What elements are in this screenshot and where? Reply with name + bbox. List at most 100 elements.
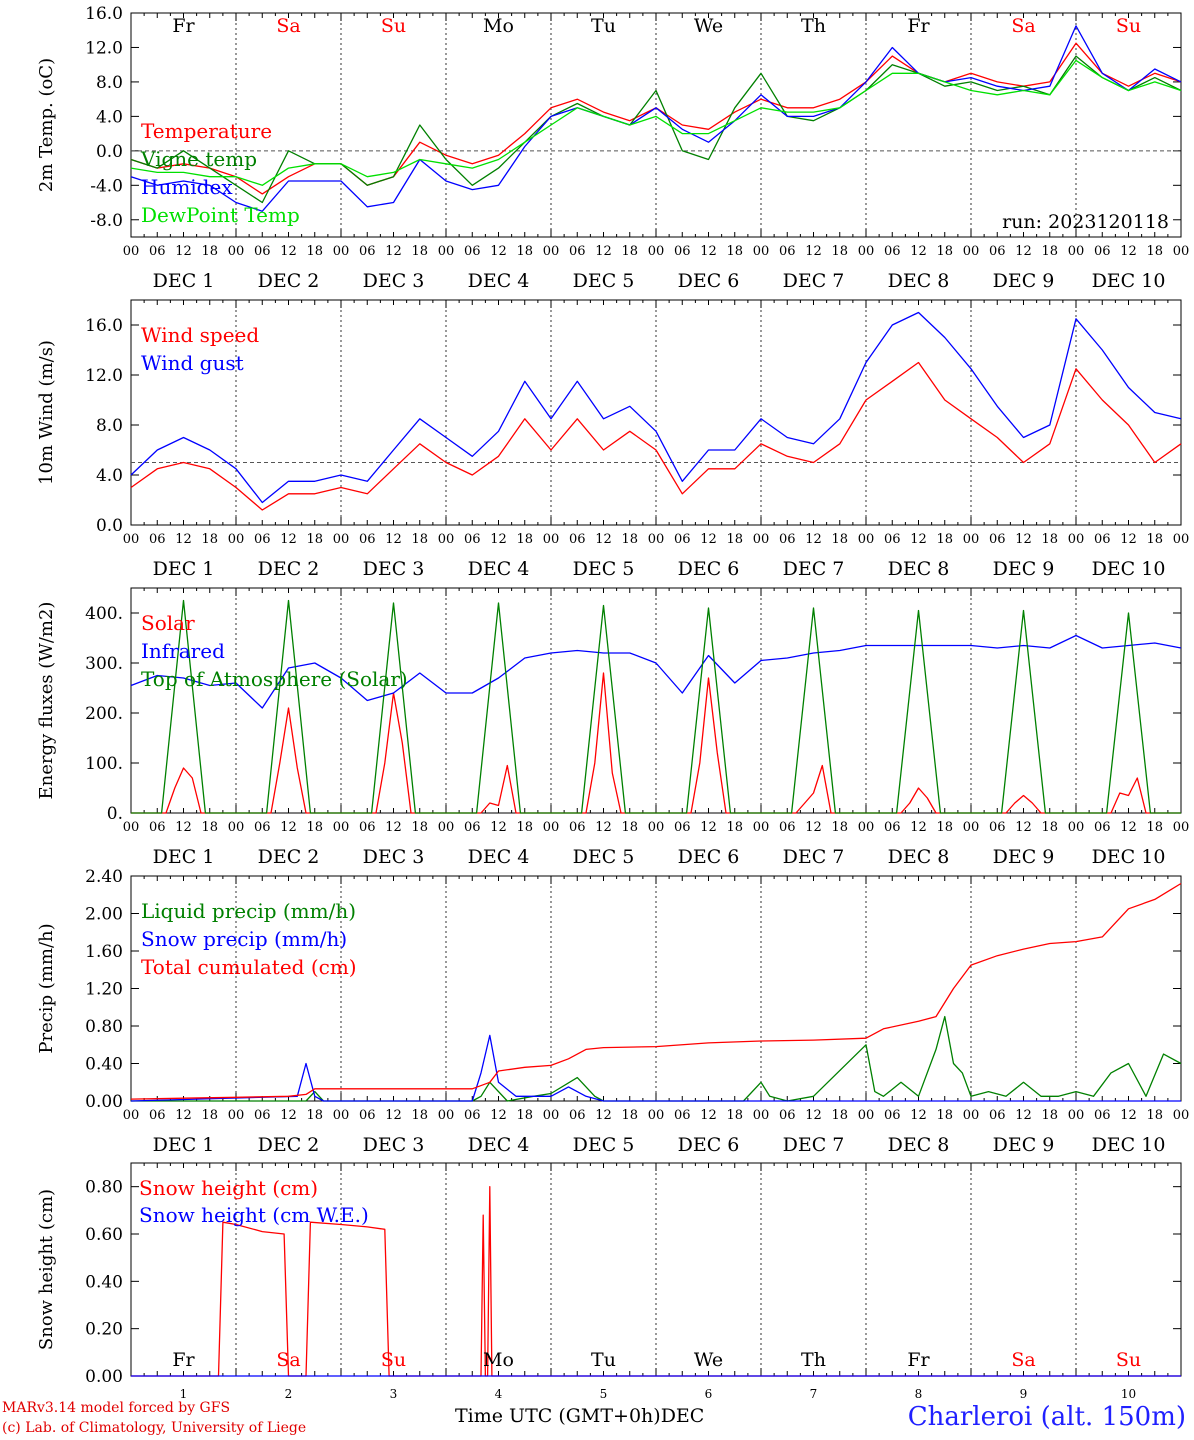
hour-tick-label: 18 — [1146, 244, 1163, 259]
y-tick-label: 0.0 — [96, 516, 123, 536]
date-label: DEC 10 — [1092, 846, 1166, 868]
hour-tick-label: 06 — [779, 532, 796, 547]
hour-tick-label: 12 — [595, 1108, 612, 1123]
date-label: DEC 5 — [573, 846, 635, 868]
hour-tick-label: 00 — [333, 820, 350, 835]
date-label: DEC 2 — [258, 1134, 320, 1156]
hour-tick-label: 18 — [726, 244, 743, 259]
hour-tick-label: 12 — [385, 1108, 402, 1123]
hour-tick-label: 18 — [306, 820, 323, 835]
hour-tick-label: 00 — [963, 532, 980, 547]
y-tick-label: 8.0 — [96, 73, 123, 93]
hour-tick-label: 12 — [910, 1108, 927, 1123]
hour-tick-label: 00 — [333, 1108, 350, 1123]
date-label: DEC 1 — [153, 270, 215, 292]
weekday-label: Tu — [591, 1349, 616, 1371]
date-label: DEC 5 — [573, 270, 635, 292]
date-label: DEC 9 — [993, 270, 1055, 292]
weekday-label: Su — [1116, 1349, 1141, 1371]
hour-tick-label: 06 — [1094, 820, 1111, 835]
hour-tick-label: 18 — [306, 532, 323, 547]
hour-tick-label: 06 — [359, 532, 376, 547]
weekday-label: We — [694, 15, 723, 37]
hour-tick-label: 18 — [1041, 820, 1058, 835]
hour-tick-label: 00 — [1173, 1108, 1190, 1123]
series-line — [130, 59, 1182, 186]
day-number-label: 6 — [705, 1387, 713, 1401]
x-axis-label: Time UTC (GMT+0h) — [455, 1405, 661, 1427]
y-tick-label: 0.40 — [85, 1055, 123, 1075]
hour-tick-label: 12 — [805, 532, 822, 547]
hour-tick-label: 12 — [280, 532, 297, 547]
hour-tick-label: 18 — [936, 820, 953, 835]
hour-tick-label: 12 — [490, 820, 507, 835]
hour-tick-label: 00 — [648, 1108, 665, 1123]
hour-tick-label: 18 — [936, 1108, 953, 1123]
weekday-label: Fr — [907, 15, 930, 37]
date-label: DEC 6 — [678, 270, 740, 292]
hour-tick-label: 00 — [858, 1108, 875, 1123]
hour-tick-label: 12 — [1120, 244, 1137, 259]
weekday-label: Sa — [1011, 15, 1035, 37]
hour-tick-label: 00 — [753, 820, 770, 835]
day-number-label: 1 — [180, 1387, 188, 1401]
hour-tick-label: 18 — [621, 532, 638, 547]
model-credit: MARv3.14 model forced by GFS — [2, 1400, 231, 1416]
date-label: DEC 9 — [993, 558, 1055, 580]
y-tick-label: 4.0 — [96, 466, 123, 486]
date-label: DEC 6 — [678, 846, 740, 868]
y-tick-label: 8.0 — [96, 416, 123, 436]
date-label: DEC 3 — [363, 1134, 425, 1156]
hour-tick-label: 00 — [228, 1108, 245, 1123]
series-line — [131, 1015, 1182, 1102]
hour-tick-label: 18 — [516, 532, 533, 547]
date-label: DEC 9 — [993, 1134, 1055, 1156]
hour-tick-label: 06 — [989, 244, 1006, 259]
hour-tick-label: 12 — [1015, 532, 1032, 547]
hour-tick-label: 06 — [569, 532, 586, 547]
hour-tick-label: 12 — [595, 820, 612, 835]
weekday-label: Th — [801, 15, 826, 37]
hour-tick-label: 06 — [674, 820, 691, 835]
hour-tick-label: 06 — [884, 244, 901, 259]
hour-tick-label: 12 — [385, 532, 402, 547]
hour-tick-label: 12 — [175, 1108, 192, 1123]
y-tick-label: 16.0 — [85, 4, 123, 24]
y-tick-label: 400. — [85, 604, 123, 624]
hour-tick-label: 18 — [831, 244, 848, 259]
hour-tick-label: 12 — [700, 244, 717, 259]
hour-tick-label: 18 — [516, 1108, 533, 1123]
hour-tick-label: 00 — [753, 532, 770, 547]
y-tick-label: 0.0 — [96, 142, 123, 162]
y-tick-label: 0.80 — [85, 1017, 123, 1037]
weekday-label: Fr — [907, 1349, 930, 1371]
hour-tick-label: 18 — [411, 244, 428, 259]
hour-tick-label: 00 — [1068, 244, 1085, 259]
hour-tick-label: 06 — [779, 820, 796, 835]
hour-tick-label: 12 — [1120, 820, 1137, 835]
lab-credit: (c) Lab. of Climatology, University of L… — [2, 1420, 307, 1436]
hour-tick-label: 12 — [1120, 1108, 1137, 1123]
y-tick-label: 0.20 — [85, 1320, 123, 1340]
series-line — [130, 634, 1182, 709]
hour-tick-label: 06 — [884, 820, 901, 835]
hour-tick-label: 00 — [858, 244, 875, 259]
day-number-label: 2 — [285, 1387, 293, 1401]
date-label: DEC 6 — [678, 558, 740, 580]
y-axis-title: Precip (mm/h) — [36, 923, 57, 1053]
hour-tick-label: 06 — [149, 532, 166, 547]
y-tick-label: 100. — [85, 754, 123, 774]
hour-tick-label: 18 — [1041, 244, 1058, 259]
hour-tick-label: 12 — [385, 244, 402, 259]
y-tick-label: -4.0 — [90, 176, 123, 196]
hour-tick-label: 00 — [438, 820, 455, 835]
y-tick-label: 12.0 — [85, 366, 123, 386]
date-label: DEC 8 — [888, 1134, 950, 1156]
y-axis-title: 2m Temp. (oC) — [36, 58, 57, 192]
hour-tick-label: 06 — [674, 244, 691, 259]
y-tick-label: 0. — [107, 804, 123, 824]
legend-entry: Vigne temp — [140, 147, 257, 171]
date-label: DEC 3 — [363, 270, 425, 292]
date-label: DEC 10 — [1092, 1134, 1166, 1156]
hour-tick-label: 18 — [1041, 1108, 1058, 1123]
